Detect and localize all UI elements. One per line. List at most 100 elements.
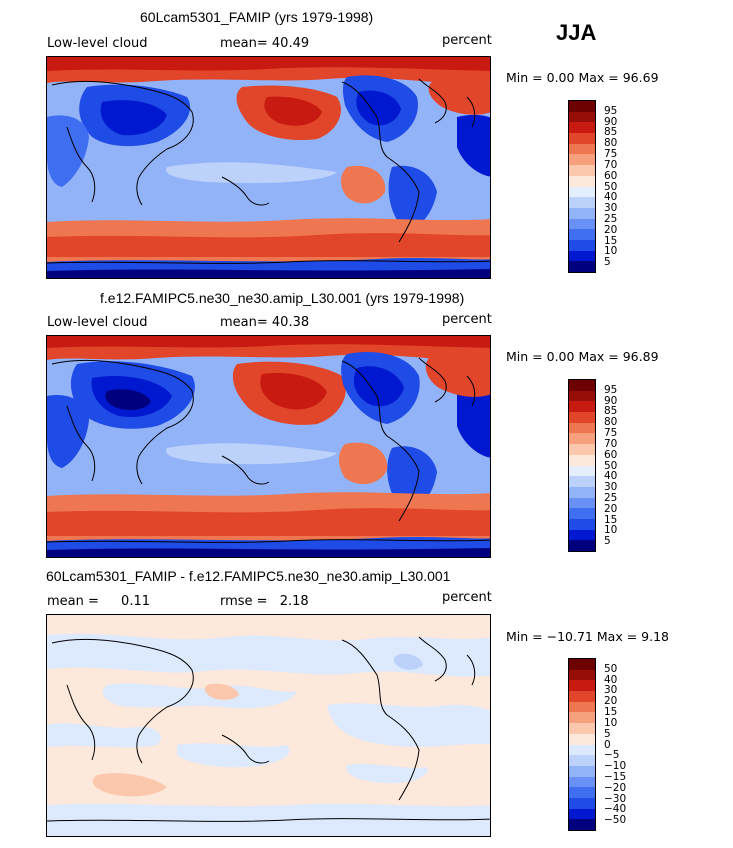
colorbar-swatch [569,207,595,219]
colorbar-tick-label: 20 [604,502,618,515]
colorbar-swatch [569,787,595,798]
colorbar-swatch [569,476,595,487]
colorbar-tick-label: 0 [604,738,611,751]
panel1-title: 60Lcam5301_FAMIP (yrs 1979-1998) [140,9,374,25]
colorbar-swatch [569,390,595,402]
colorbar-swatch [569,765,595,777]
colorbar-swatch [569,186,595,198]
panel3-stat-value: 2.18 [279,594,309,609]
colorbar-swatch [569,229,595,240]
colorbar-tick-label: 95 [604,104,618,117]
panel1-variable-label: Low-level cloud [47,36,148,51]
season-label: JJA [556,20,597,45]
panel3-stat: rmse = 2.18 [220,594,309,609]
colorbar-tick-label: 20 [604,695,618,708]
panel1-minmax: Min = 0.00 Max = 96.69 [506,70,659,85]
colorbar-tick-label: 50 [604,180,618,193]
panel1-colorbar [568,100,596,273]
colorbar-tick-label: 5 [604,727,611,740]
panel2-stat: mean= 40.38 [220,315,309,330]
colorbar-swatch [569,412,595,423]
panel2-minmax: Min = 0.00 Max = 96.89 [506,349,659,364]
colorbar-tick-label: 30 [604,684,618,697]
panel1-stat: mean= 40.49 [220,36,309,51]
colorbar-swatch [569,175,595,187]
colorbar-swatch [569,744,595,756]
colorbar-tick-label: 20 [604,223,618,236]
panel1-stat-label: mean= [220,36,268,51]
panel2-title: f.e12.FAMIPC5.ne30_ne30.amip_L30.001 (yr… [100,290,465,306]
colorbar-swatch [569,401,595,413]
colorbar-swatch [569,712,595,724]
colorbar-swatch [569,669,595,681]
colorbar-tick-label: 90 [604,394,618,407]
colorbar-swatch [569,101,595,112]
panel2-max-value: 96.89 [622,349,659,364]
colorbar-tick-label: 25 [604,491,618,504]
colorbar-swatch [569,154,595,166]
panel2-stat-value: 40.38 [271,315,310,330]
colorbar-swatch [569,808,595,820]
colorbar-tick-label: 10 [604,245,618,258]
colorbar-swatch [569,433,595,445]
colorbar-tick-label: 15 [604,513,618,526]
panel3-units: percent [442,590,492,605]
colorbar-swatch [569,486,595,498]
panel1-min-value: 0.00 [546,70,575,85]
colorbar-tick-label: −15 [604,770,627,783]
panel3-title: 60Lcam5301_FAMIP - f.e12.FAMIPC5.ne30_ne… [46,568,451,584]
colorbar-swatch [569,497,595,509]
colorbar-swatch [569,797,595,809]
colorbar-tick-label: 80 [604,416,618,429]
panel2-min-value: 0.00 [546,349,575,364]
panel3-max-value: 9.18 [641,629,669,644]
colorbar-tick-label: 75 [604,148,618,161]
panel1-min-label: Min = [506,70,543,85]
colorbar-tick-label: 85 [604,126,618,139]
colorbar-tick-label: −10 [604,760,627,773]
panel3-min-label: Min = [506,629,543,644]
panel2-stat-label: mean= [220,315,268,330]
panel2-map [46,335,491,558]
colorbar-tick-label: 10 [604,524,618,537]
colorbar-tick-label: 40 [604,470,618,483]
panel3-minmax: Min = −10.71 Max = 9.18 [506,629,669,644]
colorbar-swatch [569,529,595,541]
colorbar-tick-label: 50 [604,459,618,472]
colorbar-tick-label: −40 [604,803,627,816]
panel2-colorbar [568,379,596,552]
colorbar-swatch [569,723,595,734]
colorbar-swatch [569,540,595,551]
colorbar-tick-label: 30 [604,202,618,215]
panel1-max-value: 96.69 [622,70,659,85]
colorbar-swatch [569,733,595,745]
colorbar-tick-label: 70 [604,158,618,171]
panel2-map-svg [47,336,490,557]
colorbar-tick-label: 15 [604,706,618,719]
colorbar-swatch [569,776,595,788]
colorbar-swatch [569,218,595,230]
panel1-units: percent [442,33,492,48]
colorbar-tick-label: −5 [604,749,620,762]
colorbar-swatch [569,444,595,455]
colorbar-swatch [569,465,595,477]
panel3-map [46,614,491,837]
colorbar-tick-label: −20 [604,781,627,794]
panel2-min-label: Min = [506,349,543,364]
panel3-stat-label: rmse = [220,594,268,609]
colorbar-tick-label: 40 [604,191,618,204]
colorbar-tick-label: 75 [604,427,618,440]
colorbar-tick-label: 95 [604,383,618,396]
panel3-max-label: Max = [596,629,638,644]
colorbar-swatch [569,659,595,670]
colorbar-tick-label: 85 [604,405,618,418]
colorbar-swatch [569,454,595,466]
colorbar-tick-label: 5 [604,535,611,548]
panel2-max-label: Max = [578,349,619,364]
panel3-colorbar [568,658,596,831]
colorbar-swatch [569,239,595,251]
colorbar-tick-label: 40 [604,673,618,686]
colorbar-tick-label: 30 [604,481,618,494]
colorbar-tick-label: 50 [604,662,618,675]
panel2-variable-label: Low-level cloud [47,315,148,330]
